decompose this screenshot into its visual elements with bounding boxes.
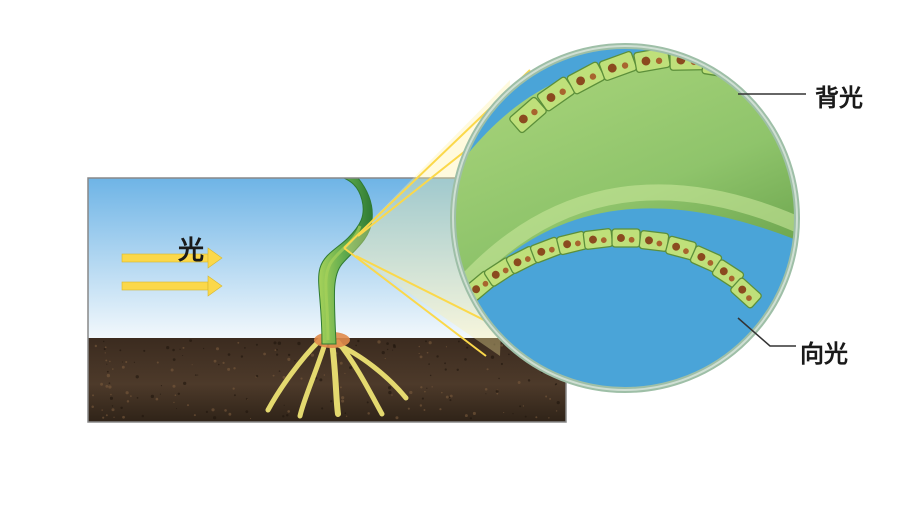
label-light-side: 向光	[800, 334, 848, 369]
label-light: 光	[178, 230, 204, 267]
cell-lit	[612, 229, 640, 247]
cell-lit	[583, 228, 613, 249]
label-shaded-side: 背光	[815, 78, 863, 113]
cell-lit	[639, 230, 669, 251]
diagram-canvas: 光 背光 向光	[0, 0, 920, 518]
diagram-svg	[0, 0, 920, 518]
